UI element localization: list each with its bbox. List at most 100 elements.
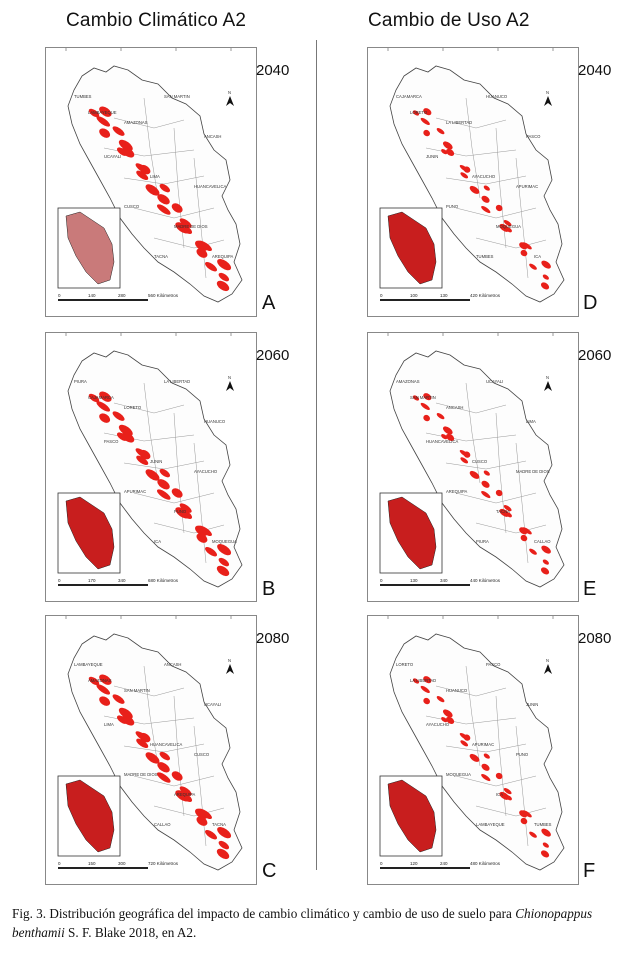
map-body: PIURA CAJAMARCA LORETO LA LIBERTAD HUANUCO PA… xyxy=(67,350,243,588)
region-boundary xyxy=(445,175,527,185)
impact-area xyxy=(481,195,490,203)
scale-label: 0 xyxy=(58,293,61,298)
impact-area xyxy=(505,512,512,518)
region-label: SAN MARTIN xyxy=(410,395,436,400)
impact-area xyxy=(542,274,549,280)
impact-area xyxy=(99,696,111,706)
year-label-a: 2040 xyxy=(256,62,290,79)
scale-bar: 0 130 340 440 Kilómetros xyxy=(380,578,501,586)
impact-area xyxy=(505,227,512,233)
scale-label: 140 xyxy=(88,293,96,298)
impact-area xyxy=(412,395,420,401)
peru-map: LAMBAYEQUE AMAZONAS SAN MARTIN ANCASH UCAYAL… xyxy=(57,616,243,871)
impact-area xyxy=(181,225,193,234)
peru-map: TUMBES LAMBAYEQUE AMAZONAS SAN MARTIN ANCASH… xyxy=(57,48,243,303)
region-boundary xyxy=(103,715,195,725)
impact-area xyxy=(463,166,471,173)
impact-area xyxy=(442,426,453,435)
region-label: LA LIBERTAD xyxy=(446,120,472,125)
region-label: CALLAO xyxy=(154,822,171,827)
region-label: LIMA xyxy=(150,174,160,179)
region-label: LORETO xyxy=(410,110,428,115)
impact-area xyxy=(205,547,218,557)
impact-area xyxy=(522,810,532,818)
region-boundary xyxy=(153,522,225,534)
impact-area xyxy=(145,469,160,481)
region-boundary xyxy=(455,492,537,504)
region-label: LORETO xyxy=(124,405,142,410)
impact-area xyxy=(522,242,532,250)
impact-area xyxy=(157,194,170,205)
region-boundary xyxy=(123,460,205,470)
map-body: TUMBES LAMBAYEQUE AMAZONAS SAN MARTIN ANCASH… xyxy=(67,65,243,303)
impact-area xyxy=(542,842,549,848)
region-label: CUSCO xyxy=(124,204,140,209)
panel-letter-b: B xyxy=(262,578,276,600)
region-label: APURIMAC xyxy=(124,489,146,494)
peru-map: CAJAMARCA LORETO LA LIBERTAD HUANUCO PASCO JU… xyxy=(379,48,565,303)
region-label: JUNIN xyxy=(526,702,538,707)
region-label: LIMA xyxy=(104,722,114,727)
scale-label: 0 xyxy=(380,293,383,298)
region-boundary xyxy=(133,492,215,504)
column-divider xyxy=(316,40,317,870)
impact-area xyxy=(469,185,480,194)
region-label: LORETO xyxy=(396,662,414,667)
impact-area xyxy=(529,831,537,838)
impact-area xyxy=(460,457,469,464)
region-label: HUANUCO xyxy=(486,94,508,99)
map-panel-a: TUMBES LAMBAYEQUE AMAZONAS SAN MARTIN ANCASH… xyxy=(45,47,257,317)
region-label: SAN MARTIN xyxy=(124,688,150,693)
map-panel-d: CAJAMARCA LORETO LA LIBERTAD HUANUCO PASCO JU… xyxy=(367,47,579,317)
region-label: APURIMAC xyxy=(516,184,538,189)
impact-area xyxy=(88,676,100,686)
region-label: HUANUCO xyxy=(204,419,226,424)
impact-area xyxy=(481,480,490,488)
region-boundary xyxy=(193,442,207,564)
region-label: LA LIBERTAD xyxy=(410,678,436,683)
impact-area xyxy=(441,434,448,440)
impact-area xyxy=(218,272,230,282)
impact-area xyxy=(541,260,551,269)
region-boundary xyxy=(153,237,225,249)
region-boundary xyxy=(475,237,547,249)
region-boundary xyxy=(123,743,205,753)
impact-area xyxy=(436,128,445,135)
impact-area xyxy=(156,204,171,215)
impact-area xyxy=(179,218,192,228)
region-label: CUSCO xyxy=(194,752,210,757)
impact-area xyxy=(216,280,230,292)
impact-area xyxy=(112,411,125,421)
impact-area xyxy=(121,147,135,158)
region-boundary xyxy=(123,175,205,185)
impact-area xyxy=(198,808,212,820)
impact-area xyxy=(159,183,171,193)
inset-map xyxy=(57,207,121,289)
north-label: N xyxy=(228,90,231,95)
impact-area xyxy=(463,734,471,741)
impact-area xyxy=(156,489,171,500)
impact-area xyxy=(99,128,111,138)
impact-area xyxy=(503,788,512,795)
region-label: MOQUEGUA xyxy=(496,224,521,229)
impact-area xyxy=(520,534,528,542)
impact-area xyxy=(121,715,135,726)
region-boundary xyxy=(133,775,215,787)
region-boundary xyxy=(193,157,207,279)
north-label: N xyxy=(228,658,231,663)
panel-letter-c: C xyxy=(262,860,277,882)
impact-area xyxy=(136,455,149,466)
region-label: LAMBAYEQUE xyxy=(88,110,117,115)
impact-area xyxy=(96,684,111,695)
region-label: CALLAO xyxy=(534,539,551,544)
impact-area xyxy=(118,139,133,152)
impact-area xyxy=(159,468,171,478)
region-label: APURIMAC xyxy=(472,742,494,747)
north-label: N xyxy=(228,375,231,380)
impact-area xyxy=(205,830,218,840)
impact-area xyxy=(446,433,455,441)
region-boundary xyxy=(515,442,529,564)
panel-letter-f: F xyxy=(583,860,596,882)
region-boundary xyxy=(515,157,529,279)
impact-area xyxy=(118,424,133,437)
